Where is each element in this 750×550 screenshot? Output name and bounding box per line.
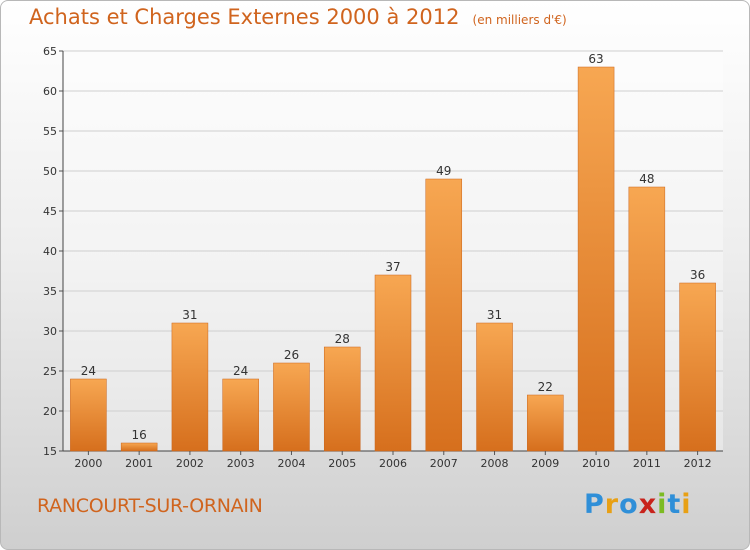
logo-letter: o <box>619 489 639 520</box>
x-tick-label-2005: 2005 <box>328 457 356 470</box>
data-label-2011: 48 <box>639 172 654 186</box>
bar-2008 <box>476 322 513 452</box>
place-name: RANCOURT-SUR-ORNAIN <box>37 495 263 517</box>
x-tick-label-2002: 2002 <box>176 457 204 470</box>
x-tick-label-2008: 2008 <box>481 457 509 470</box>
y-tick-label: 15 <box>43 445 57 458</box>
bar-2001 <box>120 442 158 452</box>
bar-2009 <box>527 394 564 452</box>
y-tick-label: 20 <box>43 405 57 418</box>
logo-letter: r <box>604 489 620 520</box>
bar-2007 <box>425 178 463 452</box>
bar-2010 <box>577 66 615 452</box>
data-label-2007: 49 <box>436 164 451 178</box>
x-tick-label-2006: 2006 <box>379 457 407 470</box>
x-tick-label-2001: 2001 <box>125 457 153 470</box>
x-tick-label-2010: 2010 <box>582 457 610 470</box>
title-block: Achats et Charges Externes 2000 à 2012 (… <box>29 5 567 29</box>
data-label-2009: 22 <box>538 380 553 394</box>
chart-subtitle: (en milliers d'€) <box>472 13 567 27</box>
data-label-2008: 31 <box>487 308 502 322</box>
data-label-2010: 63 <box>588 52 603 66</box>
x-tick-label-2009: 2009 <box>531 457 559 470</box>
data-label-2003: 24 <box>233 364 248 378</box>
bar-2012 <box>679 282 716 452</box>
y-tick-label: 65 <box>43 45 57 58</box>
x-tick-label-2004: 2004 <box>277 457 305 470</box>
logo-letter: t <box>667 489 682 520</box>
y-tick-label: 55 <box>43 125 57 138</box>
data-label-2001: 16 <box>132 428 147 442</box>
data-label-2004: 26 <box>284 348 299 362</box>
data-label-2012: 36 <box>690 268 705 282</box>
y-tick-label: 40 <box>43 245 57 258</box>
logo-letter: i <box>657 489 668 520</box>
y-tick-label: 35 <box>43 285 57 298</box>
x-tick-label-2007: 2007 <box>430 457 458 470</box>
logo-letter: P <box>584 489 605 520</box>
bar-2006 <box>374 274 412 452</box>
x-tick-label-2000: 2000 <box>74 457 102 470</box>
x-tick-label-2011: 2011 <box>633 457 661 470</box>
data-label-2000: 24 <box>81 364 96 378</box>
data-label-2002: 31 <box>182 308 197 322</box>
y-tick-label: 30 <box>43 325 57 338</box>
y-tick-label: 45 <box>43 205 57 218</box>
bar-2003 <box>222 378 259 452</box>
bar-2005 <box>323 346 361 452</box>
data-label-2005: 28 <box>335 332 350 346</box>
bar-2004 <box>273 362 310 452</box>
y-tick-label: 60 <box>43 85 57 98</box>
logo-letter: x <box>638 489 658 520</box>
x-tick-label-2003: 2003 <box>227 457 255 470</box>
bar-2002 <box>171 322 209 452</box>
y-tick-label: 50 <box>43 165 57 178</box>
x-tick-label-2012: 2012 <box>684 457 712 470</box>
bar-2000 <box>70 378 107 452</box>
chart-title: Achats et Charges Externes 2000 à 2012 <box>29 5 460 29</box>
bar-2011 <box>628 186 666 452</box>
y-tick-label: 25 <box>43 365 57 378</box>
data-label-2006: 37 <box>385 260 400 274</box>
logo-letter: i <box>681 489 692 520</box>
proxiti-logo: Proxiti <box>584 489 692 520</box>
